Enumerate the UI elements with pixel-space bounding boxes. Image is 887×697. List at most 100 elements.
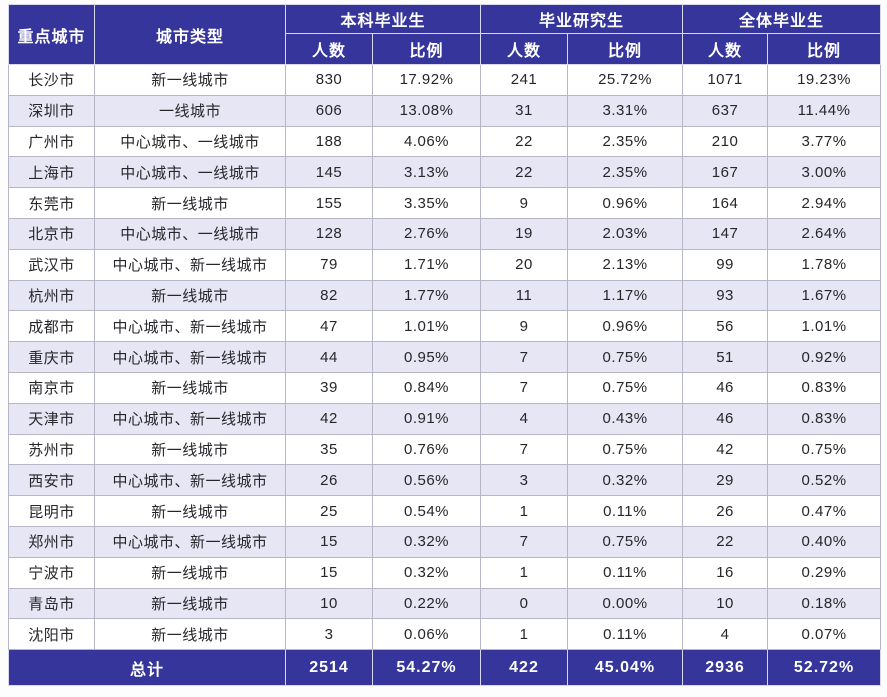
cell-postgraduate-count: 11 (480, 279, 569, 312)
total-undergraduate-ratio: 54.27% (371, 649, 482, 687)
cell-all-ratio: 11.44% (767, 94, 882, 127)
header-group-postgraduate: 毕业研究生 (480, 4, 684, 34)
header-all-count: 人数 (682, 33, 769, 65)
cell-all-ratio: 0.75% (767, 433, 882, 466)
cell-all-count: 26 (682, 495, 769, 527)
cell-city-type: 一线城市 (94, 94, 286, 127)
table-row: 上海市 中心城市、一线城市 145 3.13% 22 2.35% 167 3.0… (8, 156, 882, 189)
cell-all-ratio: 0.40% (767, 525, 882, 558)
table-row: 武汉市 中心城市、新一线城市 79 1.71% 20 2.13% 99 1.78… (8, 248, 882, 281)
cell-undergraduate-count: 25 (285, 495, 373, 527)
table-row: 南京市 新一线城市 39 0.84% 7 0.75% 46 0.83% (8, 371, 882, 404)
cell-city: 宁波市 (8, 556, 95, 589)
cell-city: 苏州市 (8, 433, 95, 466)
cell-postgraduate-count: 7 (480, 371, 569, 404)
cell-postgraduate-count: 1 (480, 618, 569, 651)
cell-undergraduate-ratio: 2.76% (371, 217, 482, 250)
table-row: 宁波市 新一线城市 15 0.32% 1 0.11% 16 0.29% (8, 556, 882, 589)
cell-city: 昆明市 (8, 495, 95, 527)
cell-city-type: 新一线城市 (94, 279, 286, 312)
cell-undergraduate-ratio: 3.13% (371, 156, 482, 189)
header-undergraduate-count: 人数 (285, 33, 373, 65)
header-group-row: 重点城市 城市类型 本科毕业生 毕业研究生 全体毕业生 (8, 4, 882, 65)
cell-city: 东莞市 (8, 187, 95, 219)
cell-all-ratio: 19.23% (767, 64, 882, 96)
cell-city-type: 中心城市、新一线城市 (94, 248, 286, 281)
header-group-undergraduate: 本科毕业生 (284, 4, 482, 34)
cell-postgraduate-ratio: 0.75% (567, 525, 684, 558)
table-row: 北京市 中心城市、一线城市 128 2.76% 19 2.03% 147 2.6… (8, 217, 882, 250)
cell-postgraduate-count: 9 (480, 187, 569, 219)
cell-all-count: 16 (682, 556, 769, 589)
cell-postgraduate-count: 7 (480, 525, 569, 558)
cell-undergraduate-count: 830 (285, 64, 373, 96)
cell-postgraduate-ratio: 2.13% (567, 248, 684, 281)
cell-undergraduate-count: 26 (285, 464, 373, 497)
cell-postgraduate-ratio: 3.31% (567, 94, 684, 127)
cell-all-ratio: 0.52% (767, 464, 882, 497)
cell-all-ratio: 3.00% (767, 156, 882, 189)
cell-postgraduate-count: 7 (480, 341, 569, 373)
cell-all-count: 46 (682, 402, 769, 435)
cell-all-ratio: 0.47% (767, 495, 882, 527)
cell-undergraduate-count: 188 (285, 125, 373, 158)
cell-postgraduate-count: 20 (480, 248, 569, 281)
cell-city-type: 新一线城市 (94, 587, 286, 620)
cell-postgraduate-ratio: 2.35% (567, 125, 684, 158)
cell-postgraduate-count: 22 (480, 125, 569, 158)
cell-undergraduate-count: 15 (285, 556, 373, 589)
cell-undergraduate-ratio: 0.32% (371, 556, 482, 589)
cell-postgraduate-count: 241 (480, 64, 569, 96)
table-row: 昆明市 新一线城市 25 0.54% 1 0.11% 26 0.47% (8, 495, 882, 527)
cell-undergraduate-count: 44 (285, 341, 373, 373)
cell-city-type: 中心城市、新一线城市 (94, 402, 286, 435)
header-postgraduate-count: 人数 (480, 33, 569, 65)
cell-postgraduate-count: 1 (480, 556, 569, 589)
table-footer: 总计 2514 54.27% 422 45.04% 2936 52.72% (8, 649, 882, 687)
cell-all-ratio: 0.92% (767, 341, 882, 373)
cell-postgraduate-ratio: 0.11% (567, 556, 684, 589)
header-all-ratio: 比例 (767, 33, 882, 65)
cell-all-count: 637 (682, 94, 769, 127)
cell-postgraduate-ratio: 2.35% (567, 156, 684, 189)
cell-postgraduate-count: 1 (480, 495, 569, 527)
table-row: 东莞市 新一线城市 155 3.35% 9 0.96% 164 2.94% (8, 187, 882, 219)
cell-undergraduate-count: 145 (285, 156, 373, 189)
cell-undergraduate-count: 155 (285, 187, 373, 219)
cell-all-count: 4 (682, 618, 769, 651)
cell-undergraduate-ratio: 0.84% (371, 371, 482, 404)
cell-city-type: 中心城市、新一线城市 (94, 341, 286, 373)
cell-undergraduate-ratio: 0.95% (371, 341, 482, 373)
cell-city-type: 新一线城市 (94, 371, 286, 404)
cell-city: 重庆市 (8, 341, 95, 373)
cell-all-ratio: 0.18% (767, 587, 882, 620)
cell-city-type: 中心城市、一线城市 (94, 156, 286, 189)
total-all-ratio: 52.72% (767, 649, 882, 687)
cell-all-count: 210 (682, 125, 769, 158)
cell-undergraduate-ratio: 1.71% (371, 248, 482, 281)
cell-city: 沈阳市 (8, 618, 95, 651)
cell-all-count: 1071 (682, 64, 769, 96)
cell-undergraduate-ratio: 0.54% (371, 495, 482, 527)
header-undergraduate-ratio: 比例 (371, 33, 482, 65)
cell-undergraduate-count: 3 (285, 618, 373, 651)
table-row: 深圳市 一线城市 606 13.08% 31 3.31% 637 11.44% (8, 94, 882, 127)
cell-city-type: 新一线城市 (94, 187, 286, 219)
cell-city-type: 新一线城市 (94, 618, 286, 651)
total-postgraduate-ratio: 45.04% (567, 649, 684, 687)
header-group-all-graduates: 全体毕业生 (682, 4, 882, 34)
cell-postgraduate-ratio: 0.43% (567, 402, 684, 435)
cell-all-ratio: 2.94% (767, 187, 882, 219)
cell-all-count: 46 (682, 371, 769, 404)
cell-city: 郑州市 (8, 525, 95, 558)
cell-undergraduate-count: 128 (285, 217, 373, 250)
cell-postgraduate-ratio: 0.32% (567, 464, 684, 497)
cell-all-count: 42 (682, 433, 769, 466)
table-row: 长沙市 新一线城市 830 17.92% 241 25.72% 1071 19.… (8, 64, 882, 96)
cell-city: 广州市 (8, 125, 95, 158)
cell-all-ratio: 0.29% (767, 556, 882, 589)
table-row: 天津市 中心城市、新一线城市 42 0.91% 4 0.43% 46 0.83% (8, 402, 882, 435)
graduate-employment-city-table: 重点城市 城市类型 本科毕业生 毕业研究生 全体毕业生 人数 比例 人数 比例 … (8, 4, 882, 687)
table-row: 成都市 中心城市、新一线城市 47 1.01% 9 0.96% 56 1.01% (8, 310, 882, 343)
cell-undergraduate-ratio: 13.08% (371, 94, 482, 127)
